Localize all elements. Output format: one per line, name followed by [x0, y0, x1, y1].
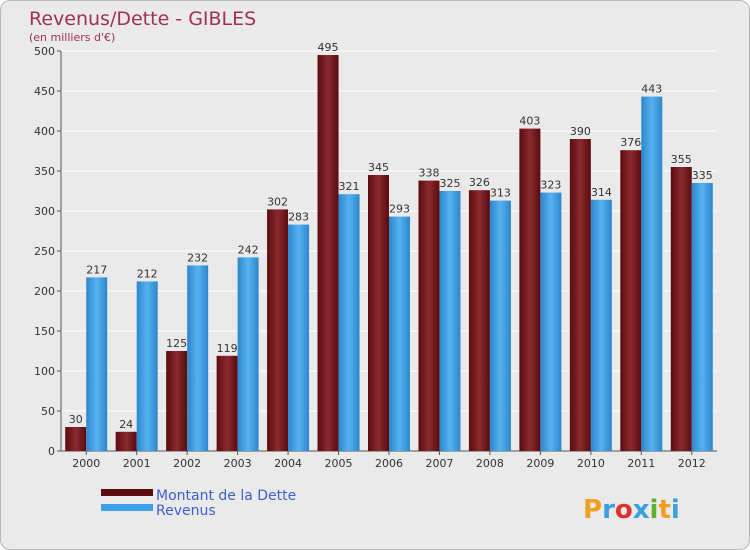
bar-debt [368, 175, 389, 451]
bar-debt [569, 139, 591, 451]
data-label: 313 [490, 187, 511, 200]
chart-title: Revenus/Dette - GIBLES [29, 8, 256, 30]
data-label: 283 [288, 211, 309, 224]
proxiti-wordmark: Proxiti [583, 495, 680, 525]
x-tick-label: 2000 [72, 457, 100, 470]
y-tick-label: 150 [34, 325, 55, 338]
data-label: 293 [389, 203, 410, 216]
data-label: 390 [570, 125, 591, 138]
y-tick-label: 250 [34, 245, 55, 258]
data-label: 24 [119, 418, 133, 431]
bar-debt [267, 209, 289, 451]
data-label: 212 [137, 267, 158, 280]
data-label: 323 [540, 179, 561, 192]
bar-debt [216, 355, 238, 451]
bar-revenus [288, 224, 310, 451]
x-tick-label: 2002 [173, 457, 201, 470]
data-label: 217 [86, 263, 107, 276]
x-tick-label: 2006 [375, 457, 403, 470]
chart-subtitle: (en milliers d'€) [29, 31, 115, 44]
x-tick-label: 2001 [123, 457, 151, 470]
bar-revenus [489, 200, 511, 451]
x-tick-label: 2007 [425, 457, 453, 470]
data-label: 345 [368, 161, 389, 174]
data-label: 119 [217, 342, 238, 355]
x-tick-label: 2003 [224, 457, 252, 470]
bar-revenus [338, 194, 360, 451]
data-label: 302 [267, 195, 288, 208]
y-tick-label: 500 [34, 45, 55, 58]
bar-debt [418, 180, 440, 451]
data-label: 355 [671, 153, 692, 166]
bar-debt [519, 128, 541, 451]
data-label: 232 [187, 251, 208, 264]
bar-revenus [136, 281, 158, 451]
data-label: 443 [641, 83, 662, 96]
data-label: 403 [519, 115, 540, 128]
data-label: 125 [166, 337, 187, 350]
bar-debt [620, 150, 642, 451]
x-tick-label: 2008 [476, 457, 504, 470]
x-tick-label: 2004 [274, 457, 302, 470]
bar-revenus [237, 257, 259, 451]
y-tick-label: 200 [34, 285, 55, 298]
x-tick-label: 2005 [325, 457, 353, 470]
y-axis: 0 50 100 150 200 250 300 350 400 450 500 [34, 45, 717, 458]
data-label: 314 [591, 186, 612, 199]
y-tick-label: 400 [34, 125, 55, 138]
data-label: 338 [418, 167, 439, 180]
bar-revenus [641, 96, 663, 451]
legend-swatch-debt [101, 489, 153, 496]
bar-revenus [439, 191, 461, 451]
legend-swatch-revenus [101, 504, 153, 511]
y-tick-label: 450 [34, 85, 55, 98]
x-tick-label: 2009 [526, 457, 554, 470]
bar-debt [468, 190, 490, 451]
y-tick-label: 50 [41, 405, 55, 418]
bar-debt [115, 431, 137, 451]
x-tick-label: 2011 [627, 457, 655, 470]
data-label: 30 [69, 413, 83, 426]
bar-revenus [540, 192, 562, 451]
legend-label-revenus: Revenus [156, 503, 216, 519]
bar-revenus [691, 183, 713, 451]
data-label: 325 [439, 177, 460, 190]
legend-label-debt: Montant de la Dette [156, 488, 296, 504]
bar-revenus [389, 216, 410, 451]
y-tick-label: 0 [48, 445, 55, 458]
data-label: 495 [318, 41, 339, 54]
data-label: 335 [692, 169, 713, 182]
y-tick-label: 300 [34, 205, 55, 218]
bar-debt [65, 427, 87, 451]
bar-revenus [590, 199, 612, 451]
bar-debt [166, 351, 188, 451]
data-label: 376 [620, 136, 641, 149]
data-label: 321 [339, 180, 360, 193]
y-tick-label: 350 [34, 165, 55, 178]
legend: Montant de la Dette Revenus [101, 488, 296, 519]
x-axis: 2000 2001 2002 2003 2004 2005 2006 2007 2008 2009… [72, 451, 706, 470]
bar-revenus [187, 265, 209, 451]
data-label: 326 [469, 176, 490, 189]
x-tick-label: 2010 [577, 457, 605, 470]
proxiti-logo: Proxiti [583, 495, 680, 525]
x-tick-label: 2012 [678, 457, 706, 470]
bar-debt [317, 55, 339, 451]
y-tick-label: 100 [34, 365, 55, 378]
data-label: 242 [238, 243, 259, 256]
bar-revenus [86, 277, 108, 451]
bar-debt [670, 167, 692, 451]
